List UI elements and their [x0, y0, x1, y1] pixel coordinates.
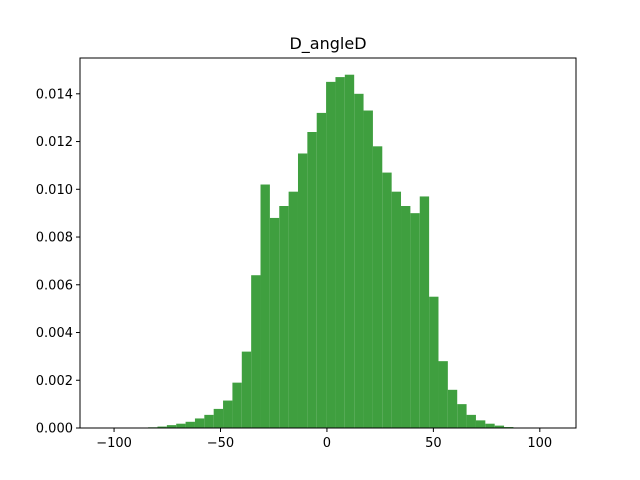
y-tick-label: 0.002 [36, 374, 73, 389]
histogram-bar [269, 217, 280, 428]
plot-frame [79, 57, 577, 429]
y-tick-label: 0.014 [36, 87, 73, 102]
histogram-bar [213, 408, 224, 428]
histogram-bar [457, 404, 467, 428]
histogram-bar [429, 296, 439, 428]
chart-title: D_angleD [289, 34, 366, 54]
histogram-bar [166, 425, 177, 428]
histogram-bar [335, 77, 345, 428]
histogram-bar [223, 400, 233, 428]
histogram-bar [438, 361, 448, 428]
y-tick-label: 0.010 [36, 183, 73, 198]
histogram-bar [204, 414, 214, 428]
histogram-bar [185, 421, 195, 428]
y-tick-label: 0.012 [36, 135, 73, 150]
x-axis: −100 −50 0 50 100 [96, 428, 552, 451]
histogram-bar [391, 191, 402, 428]
x-tick-label: −50 [207, 436, 234, 451]
y-tick-label: 0.000 [36, 422, 73, 437]
histogram-bar [447, 389, 458, 428]
histogram-bar [382, 172, 392, 428]
histogram-bar [344, 74, 355, 428]
histogram-bar [260, 184, 270, 428]
x-tick-label: 0 [323, 436, 331, 451]
histogram-bar [326, 81, 336, 428]
histogram-bar [485, 423, 495, 428]
histogram-bar [466, 414, 476, 428]
histogram-bar [176, 423, 186, 428]
histogram-bar [475, 420, 486, 428]
y-tick-label: 0.004 [36, 326, 73, 341]
histogram-bar [372, 146, 383, 429]
histogram-bar [288, 191, 298, 428]
histogram-bar [232, 382, 242, 428]
x-tick-label: 100 [527, 436, 552, 451]
x-tick-label: 50 [425, 436, 442, 451]
histogram-bar [363, 110, 373, 429]
y-tick-label: 0.006 [36, 278, 73, 293]
histogram-bar [410, 213, 420, 428]
histogram-bar [251, 275, 261, 428]
histogram-bar [494, 425, 505, 428]
histogram-bar [354, 93, 364, 428]
histogram-bar [157, 426, 167, 428]
histogram-bar [401, 206, 411, 428]
histogram-bar [194, 418, 205, 428]
histogram-bar [297, 153, 308, 428]
histogram-bar [316, 112, 327, 428]
y-axis: 0.000 0.002 0.004 0.006 0.008 0.010 0.012 0.014 [36, 87, 80, 437]
histogram-bar [279, 206, 289, 428]
bars-group [148, 74, 514, 429]
histogram-bar [419, 196, 430, 428]
y-tick-label: 0.008 [36, 231, 73, 246]
histogram-bar [241, 351, 252, 428]
x-tick-label: −100 [96, 436, 132, 451]
histogram-bar [307, 132, 317, 428]
